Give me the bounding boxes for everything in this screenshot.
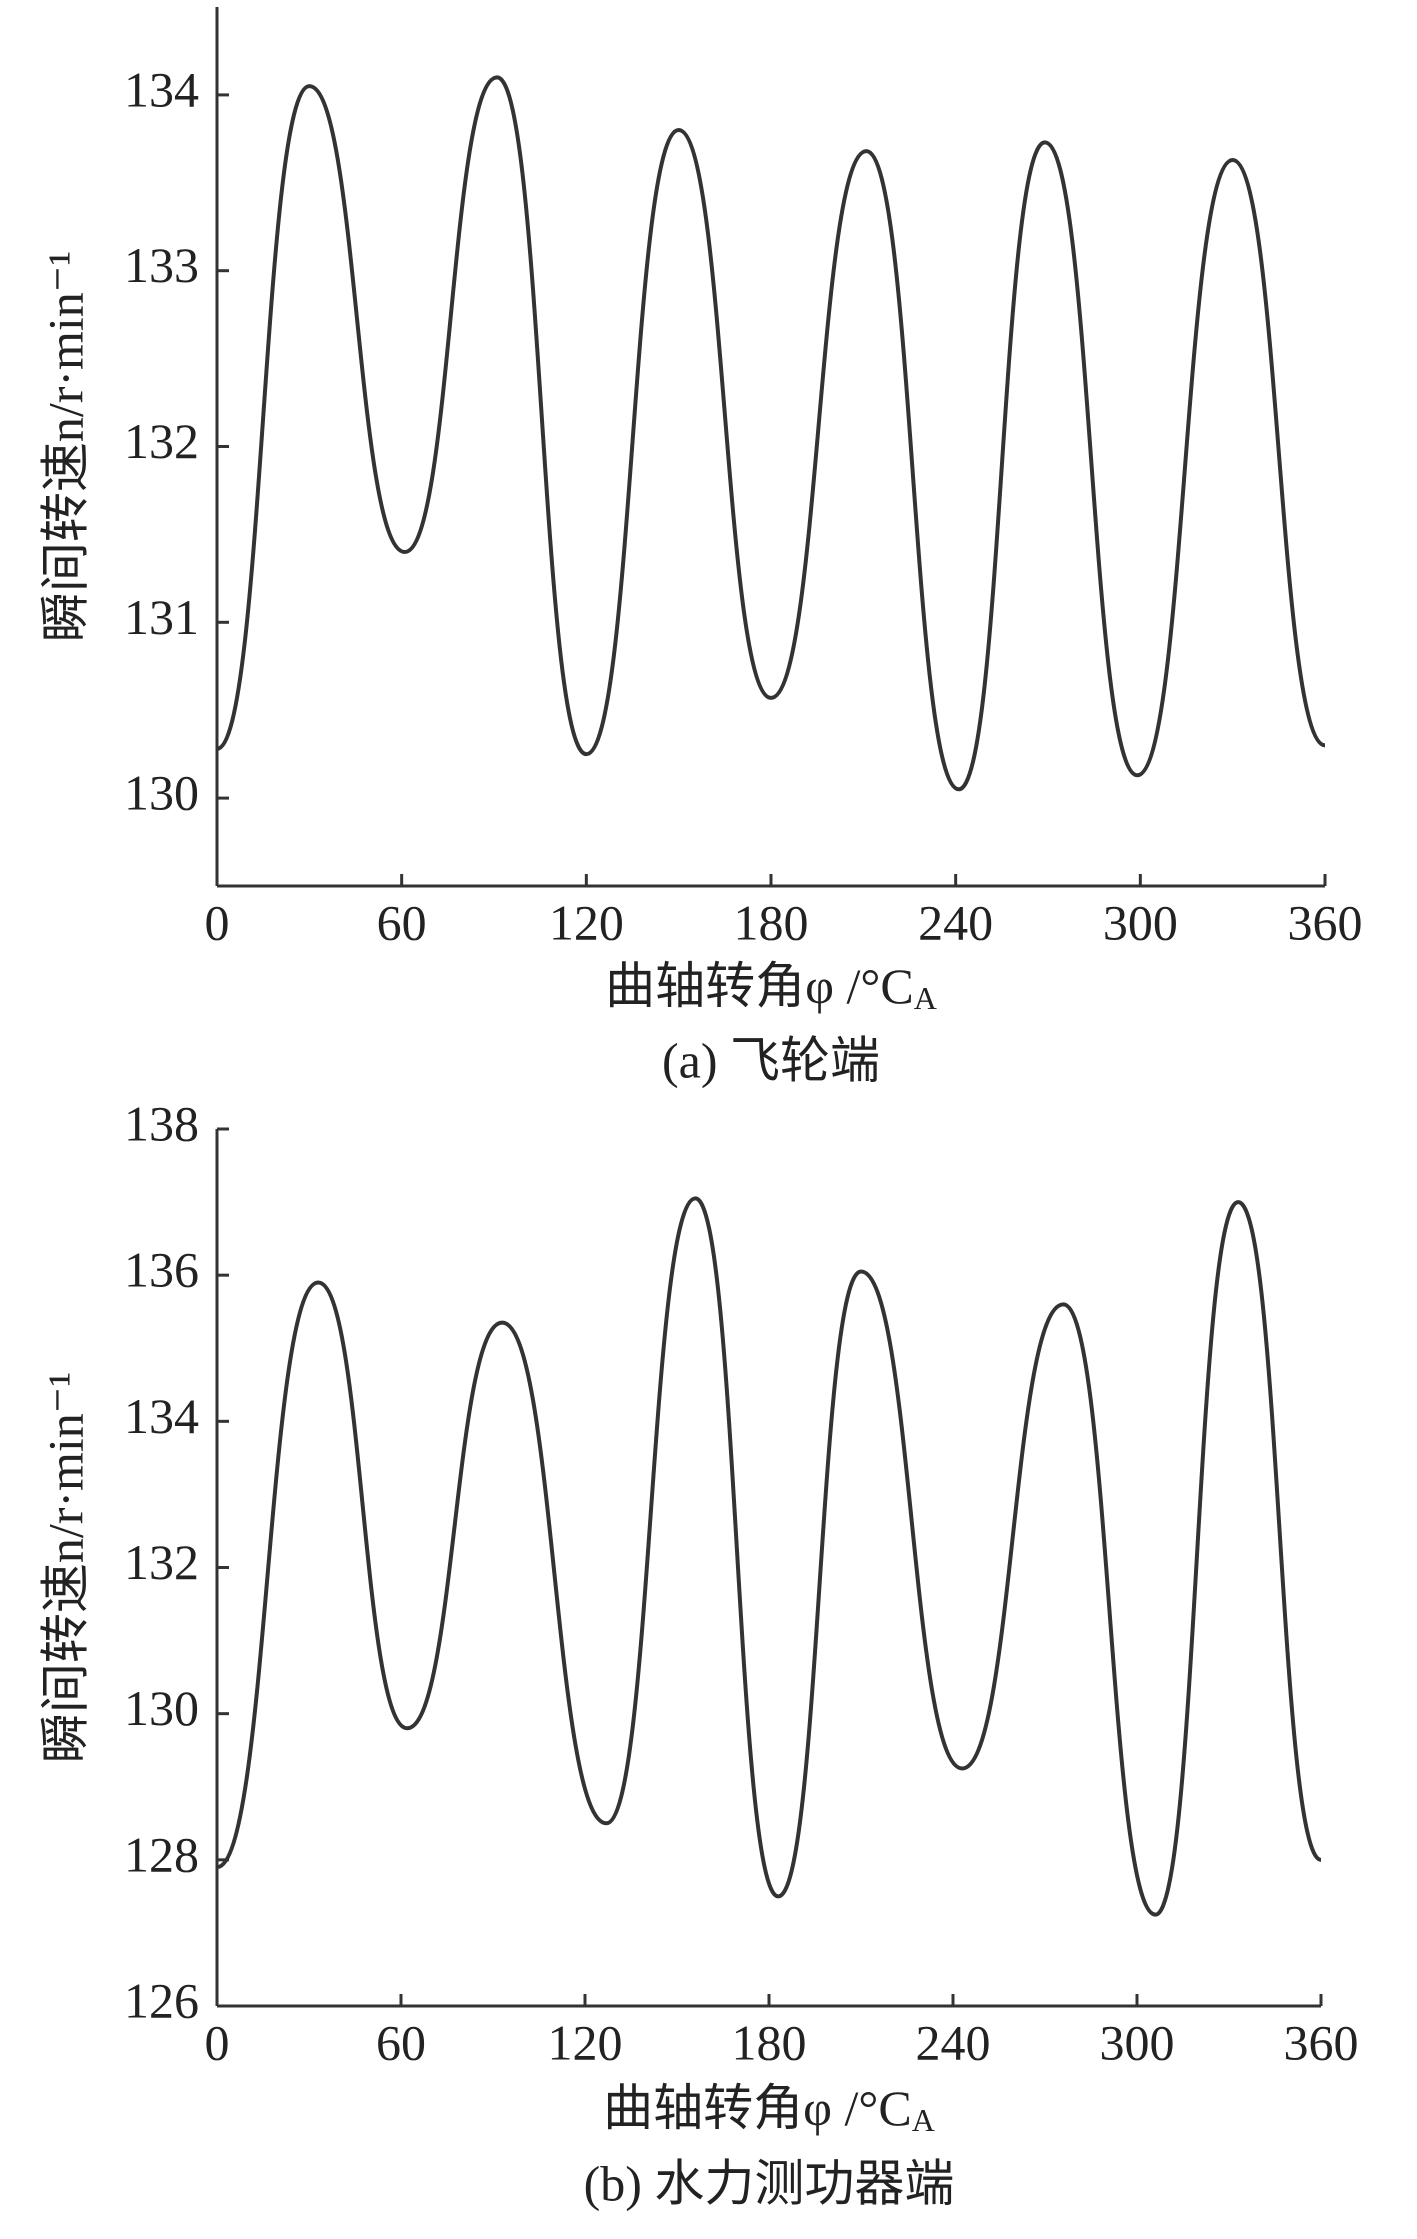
x-tick-label: 60 [377,894,427,950]
x-tick-label: 240 [918,894,993,950]
caption: (a) 飞轮端 [662,1032,880,1088]
x-tick-label: 60 [376,2014,426,2070]
x-axis-label: 曲轴转角φ /°CA [605,958,937,1016]
x-tick-label: 180 [734,894,809,950]
x-tick-label: 0 [205,2014,230,2070]
x-tick-label: 360 [1284,2014,1359,2070]
caption: (b) 水力测功器端 [584,2155,955,2211]
x-axis-label-sub: A [912,2102,935,2138]
y-tick-label: 126 [124,1972,199,2028]
x-tick-label: 120 [549,894,624,950]
x-tick-label: 360 [1288,894,1363,950]
x-tick-label: 180 [732,2014,807,2070]
y-tick-label: 128 [124,1826,199,1882]
y-tick-label: 138 [124,1095,199,1151]
y-tick-label: 130 [124,1680,199,1736]
y-tick-label: 134 [124,1388,199,1444]
y-tick-label: 132 [124,1534,199,1590]
x-axis-label-main: 曲轴转角φ /°C [603,2080,912,2136]
x-axis-label-main: 曲轴转角φ /°C [605,958,914,1014]
data-line [216,75,1326,792]
x-tick-label: 300 [1100,2014,1175,2070]
y-axis-label: 瞬间转速n/r·min⁻¹ [37,251,93,642]
x-tick-label: 300 [1103,894,1178,950]
y-tick-label: 134 [124,61,199,117]
y-tick-label: 132 [124,413,199,469]
y-axis-label: 瞬间转速n/r·min⁻¹ [37,1372,93,1763]
x-tick-label: 0 [205,894,230,950]
y-tick-label: 136 [124,1242,199,1298]
x-axis-label: 曲轴转角φ /°CA [603,2080,935,2138]
y-tick-label: 130 [124,765,199,821]
x-axis-label-sub: A [914,980,937,1016]
x-tick-label: 120 [548,2014,623,2070]
y-tick-label: 131 [124,589,199,645]
y-tick-label: 133 [124,237,199,293]
x-tick-label: 240 [916,2014,991,2070]
data-line [216,1196,1322,1917]
